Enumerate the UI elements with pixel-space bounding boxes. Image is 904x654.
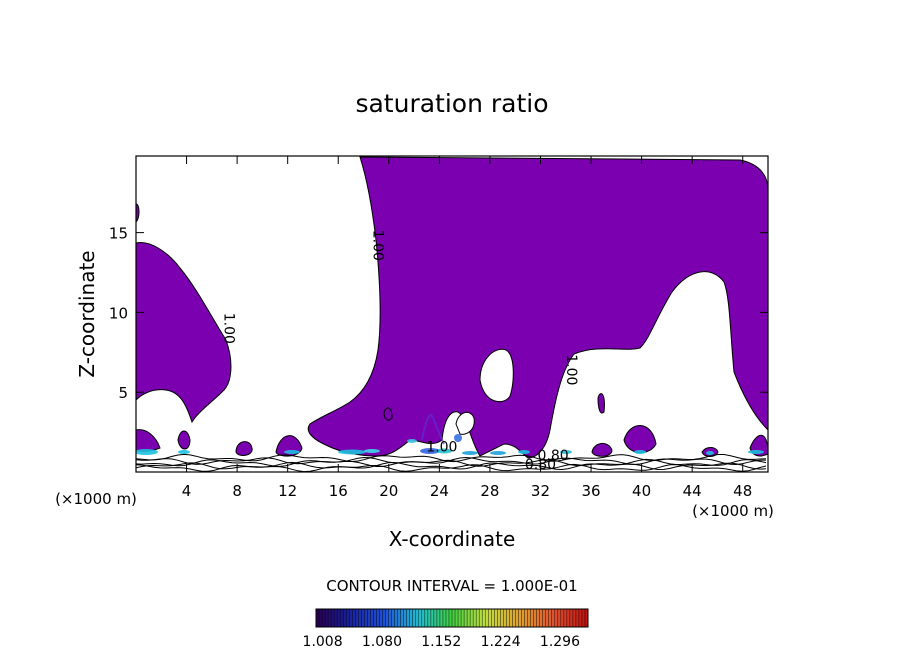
bright-cell-8 bbox=[436, 448, 452, 454]
supersaturation-fill-9 bbox=[623, 425, 657, 453]
bright-cell-7 bbox=[420, 448, 440, 454]
contour-interval-text: CONTOUR INTERVAL = 1.000E-01 bbox=[326, 577, 577, 595]
y-tick-label: 10 bbox=[109, 304, 128, 322]
contour-label: 1.00 bbox=[370, 230, 386, 261]
supersaturation-fill-13 bbox=[597, 393, 605, 414]
bright-cell-10 bbox=[462, 451, 478, 455]
surface-contour-5 bbox=[136, 463, 767, 472]
bright-cell-11 bbox=[490, 451, 506, 455]
colorbar-tick-label: 1.152 bbox=[421, 634, 461, 650]
contour-label: 1.00 bbox=[563, 354, 579, 385]
bright-cell-3 bbox=[284, 450, 300, 454]
contour-label: 1.00 bbox=[426, 439, 457, 455]
contour-label: 1.00 bbox=[220, 313, 236, 344]
x-tick-label: 16 bbox=[329, 482, 348, 500]
x-tick-label: 8 bbox=[232, 482, 242, 500]
bright-cell-4 bbox=[338, 449, 366, 455]
x-unit-left: (×1000 m) bbox=[55, 490, 137, 508]
x-tick-label: 4 bbox=[182, 482, 192, 500]
subsaturated-hole-2 bbox=[455, 411, 475, 435]
x-tick-label: 32 bbox=[531, 482, 550, 500]
supersaturation-fill-3 bbox=[136, 429, 161, 452]
blue-plume bbox=[421, 414, 445, 445]
bright-cell-6 bbox=[407, 439, 417, 443]
y-tick-label: 5 bbox=[118, 384, 128, 402]
surface-contour-1 bbox=[136, 453, 767, 463]
colorbar-ticks: 1.008 1.080 1.152 1.224 1.296 bbox=[303, 634, 581, 650]
supersaturation-fill-1 bbox=[136, 242, 232, 424]
x-tick-label: 24 bbox=[430, 482, 449, 500]
contour-labels: 1.001.001.001.000.800.80 bbox=[220, 230, 579, 473]
bright-cell-16 bbox=[748, 450, 764, 454]
colorbar-tick-label: 1.224 bbox=[481, 634, 521, 650]
bright-cell-1 bbox=[136, 449, 158, 455]
x-tick-label: 44 bbox=[683, 482, 702, 500]
supersaturation-fill-4 bbox=[177, 430, 191, 450]
x-unit-right: (×1000 m) bbox=[692, 502, 774, 520]
bright-cell-9 bbox=[454, 434, 462, 442]
subsaturated-hole-1 bbox=[479, 348, 514, 403]
bright-cell-12 bbox=[518, 450, 530, 454]
colorbar-tick-label: 1.080 bbox=[362, 634, 402, 650]
plot-frame bbox=[135, 155, 769, 473]
colorbar-tick-label: 1.008 bbox=[303, 634, 343, 650]
supersaturation-fill-7 bbox=[383, 407, 393, 421]
x-tick-label: 48 bbox=[733, 482, 752, 500]
supersaturation-fill-2 bbox=[307, 156, 768, 459]
surface-contour-3 bbox=[136, 458, 767, 467]
y-tick-label: 15 bbox=[109, 225, 128, 243]
bright-cell-2 bbox=[178, 450, 190, 454]
x-axis-label: X-coordinate bbox=[389, 527, 516, 551]
bright-cell-5 bbox=[364, 449, 380, 453]
contour-fills bbox=[136, 156, 768, 459]
x-tick-label: 36 bbox=[581, 482, 600, 500]
x-tick-label: 12 bbox=[278, 482, 297, 500]
x-tick-label: 20 bbox=[379, 482, 398, 500]
supersaturation-fill-8 bbox=[591, 443, 613, 457]
contour-label: 0.80 bbox=[538, 448, 569, 464]
y-axis-label: Z-coordinate bbox=[75, 250, 99, 377]
x-tick-label: 40 bbox=[632, 482, 651, 500]
bright-cell-14 bbox=[634, 450, 646, 454]
bright-cell-13 bbox=[560, 450, 572, 454]
colorbar-tick-label: 1.296 bbox=[540, 634, 580, 650]
chart-title: saturation ratio bbox=[355, 89, 548, 118]
bright-cell-15 bbox=[706, 451, 714, 455]
contour-lines bbox=[136, 453, 767, 472]
x-tick-label: 28 bbox=[480, 482, 499, 500]
supersaturation-fill-5 bbox=[235, 441, 253, 456]
colorbar-stripes bbox=[318, 609, 586, 627]
plot-area: 1.001.001.001.000.800.80 4 8 12 16 20 24 28 32 3… bbox=[109, 155, 769, 500]
